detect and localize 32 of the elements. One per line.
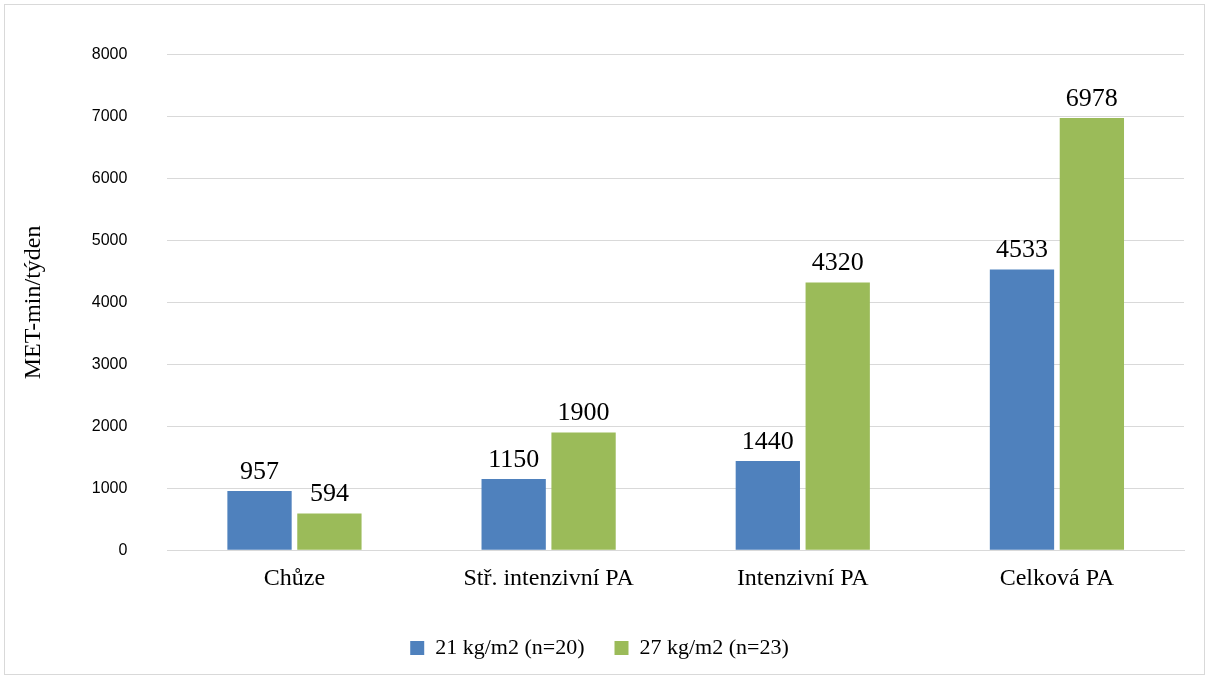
bar [1059, 117, 1125, 550]
y-axis-title: MET-min/týden [18, 225, 45, 380]
y-tick-label: 2000 [91, 416, 128, 434]
y-tick-label: 1000 [91, 478, 128, 496]
data-label: 1440 [741, 425, 794, 455]
bar [989, 269, 1055, 550]
bar [735, 460, 800, 550]
y-tick-label: 0 [118, 540, 128, 558]
y-tick-label: 8000 [91, 45, 128, 63]
bar [227, 490, 292, 550]
x-tick-label: Celková PA [999, 563, 1115, 590]
bar [805, 282, 870, 550]
y-tick-label: 5000 [91, 230, 128, 248]
x-tick-label: Intenzivní PA [736, 563, 870, 590]
legend-label: 21 kg/m2 (n=20) [435, 633, 585, 659]
data-label: 594 [309, 478, 349, 508]
y-tick-label: 7000 [91, 106, 128, 124]
data-label: 4533 [995, 234, 1048, 264]
y-tick-label: 3000 [91, 354, 128, 372]
y-tick-label: 6000 [91, 168, 128, 186]
bar [297, 513, 362, 550]
legend-label: 27 kg/m2 (n=23) [639, 633, 789, 659]
data-label: 4320 [811, 247, 864, 277]
bar [551, 432, 616, 550]
x-tick-label: Stř. intenzivní PA [463, 563, 635, 590]
data-label: 957 [240, 455, 280, 485]
data-label: 6978 [1065, 82, 1118, 112]
y-tick-label: 4000 [91, 292, 128, 310]
x-tick-label: Chůze [263, 563, 326, 590]
data-label: 1150 [488, 443, 540, 473]
bar [481, 478, 546, 550]
data-label: 1900 [557, 397, 610, 427]
